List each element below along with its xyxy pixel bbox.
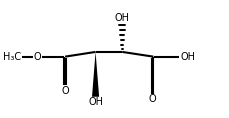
Text: OH: OH — [88, 97, 103, 107]
Text: O: O — [148, 94, 155, 104]
Text: OH: OH — [179, 52, 194, 62]
Text: O: O — [34, 52, 41, 62]
Text: O: O — [61, 86, 69, 96]
Polygon shape — [92, 52, 99, 97]
Text: H₃C: H₃C — [3, 52, 21, 62]
Text: OH: OH — [114, 13, 129, 23]
